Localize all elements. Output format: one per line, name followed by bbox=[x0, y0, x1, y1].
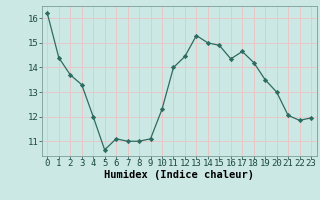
X-axis label: Humidex (Indice chaleur): Humidex (Indice chaleur) bbox=[104, 170, 254, 180]
